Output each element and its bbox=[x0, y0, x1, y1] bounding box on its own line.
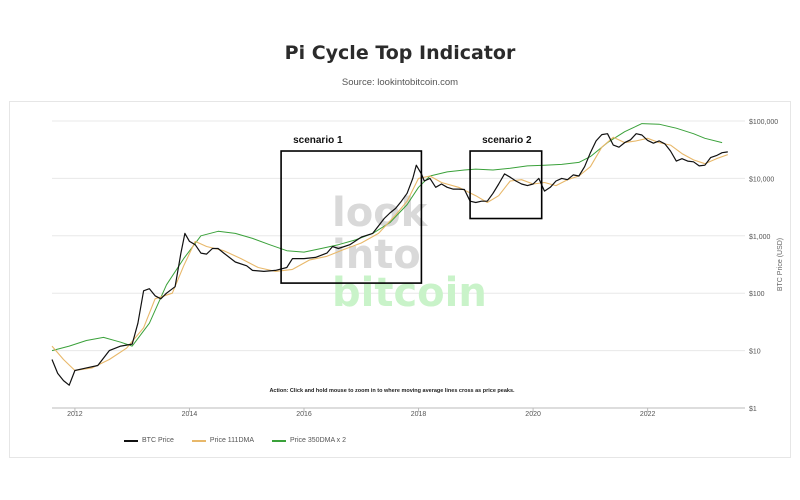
series-line-0 bbox=[51, 133, 728, 386]
y-tick-label: $10 bbox=[749, 349, 761, 356]
x-tick-label: 2014 bbox=[182, 411, 198, 418]
legend-label-111dma: Price 111DMA bbox=[209, 437, 254, 444]
x-tick-label: 2018 bbox=[411, 411, 427, 418]
y-axis-title: BTC Price (USD) bbox=[777, 238, 784, 291]
legend-item-btc[interactable]: BTC Price bbox=[124, 437, 174, 444]
watermark: look into bitcoin bbox=[332, 190, 487, 316]
legend-swatch-350dma bbox=[272, 439, 286, 442]
y-tick-label: $10,000 bbox=[749, 176, 774, 183]
series-line-2 bbox=[51, 123, 723, 352]
watermark-line-3: bitcoin bbox=[332, 270, 487, 316]
y-tick-label: $100,000 bbox=[749, 119, 778, 126]
legend-label-350dma: Price 350DMA x 2 bbox=[290, 437, 347, 444]
legend-swatch-btc bbox=[124, 439, 138, 442]
scenario-box-1 bbox=[280, 150, 423, 284]
series bbox=[51, 123, 728, 386]
annotation-boxes: scenario 1 scenario 2 bbox=[280, 135, 543, 284]
scenario-label-1: scenario 1 bbox=[293, 135, 343, 146]
watermark-line-2: into bbox=[332, 232, 421, 278]
scenario-box-2 bbox=[469, 150, 543, 220]
y-tick-label: $1 bbox=[749, 406, 757, 413]
x-tick-label: 2016 bbox=[296, 411, 312, 418]
x-tick-label: 2012 bbox=[67, 411, 83, 418]
x-tick-label: 2022 bbox=[640, 411, 656, 418]
y-tick-label: $1,000 bbox=[749, 234, 771, 241]
axes: $1 $10 $100 $1,000 $10,000 $100,000 2012 2014 20… bbox=[52, 119, 784, 418]
chart-note: Action: Click and hold mouse to zoom in … bbox=[269, 388, 515, 394]
chart-panel bbox=[9, 101, 791, 458]
legend-swatch-111dma bbox=[191, 439, 206, 442]
legend: BTC Price Price 111DMA Price 350DMA x 2 bbox=[124, 437, 346, 444]
legend-item-111dma[interactable]: Price 111DMA bbox=[191, 437, 254, 444]
page-title: Pi Cycle Top Indicator bbox=[284, 42, 516, 64]
scenario-label-2: scenario 2 bbox=[482, 135, 532, 146]
page-subtitle: Source: lookintobitcoin.com bbox=[341, 77, 459, 88]
y-tick-label: $100 bbox=[749, 291, 765, 298]
legend-label-btc: BTC Price bbox=[142, 437, 174, 444]
legend-item-350dma[interactable]: Price 350DMA x 2 bbox=[272, 437, 346, 444]
x-tick-label: 2020 bbox=[525, 411, 541, 418]
